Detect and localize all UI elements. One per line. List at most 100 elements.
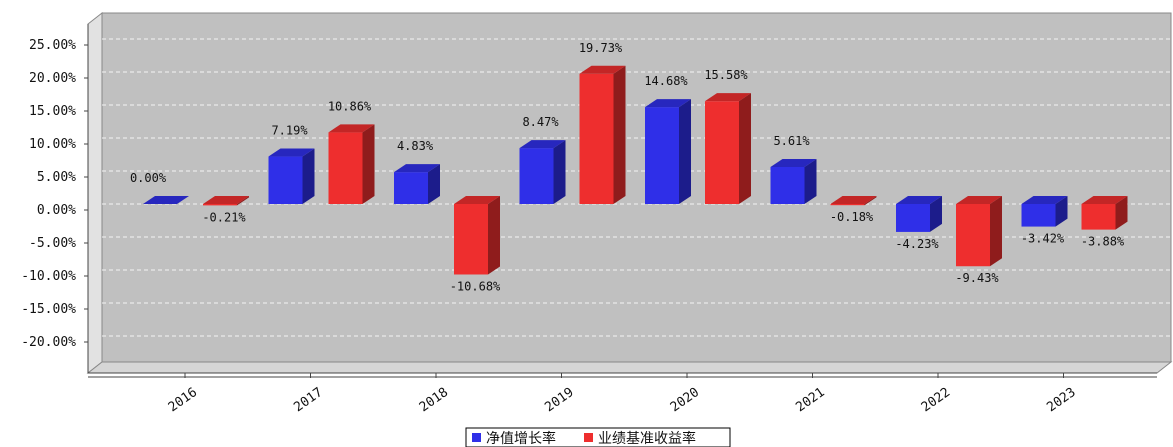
bar-top xyxy=(770,158,817,167)
bar-top xyxy=(394,164,440,173)
bar xyxy=(705,93,751,204)
bar-side xyxy=(864,196,877,206)
bar xyxy=(896,196,942,232)
data-label: -3.42% xyxy=(1021,232,1065,246)
y-tick-label: -15.00% xyxy=(21,302,76,317)
bar-top xyxy=(203,196,249,204)
bar-side xyxy=(930,196,942,232)
bars xyxy=(143,65,1128,275)
x-tick-label: 2018 xyxy=(417,385,451,415)
x-tick-label: 2016 xyxy=(166,385,200,415)
bar-front xyxy=(454,204,488,275)
bar-front xyxy=(896,204,930,232)
plot-side-wall xyxy=(87,11,103,375)
bar xyxy=(579,65,626,204)
bar-front xyxy=(645,107,679,204)
bar-side xyxy=(488,196,500,275)
y-tick-label: -20.00% xyxy=(21,335,76,350)
data-label: 7.19% xyxy=(271,124,308,138)
bar-top xyxy=(830,196,877,204)
y-tick-label: 25.00% xyxy=(29,38,76,53)
bar xyxy=(328,124,375,204)
bar-side xyxy=(739,93,751,204)
data-label: -10.68% xyxy=(450,279,501,293)
bar-top xyxy=(1081,196,1128,204)
data-label: 14.68% xyxy=(644,74,688,88)
x-tick-label: 2020 xyxy=(668,385,702,415)
bar-top xyxy=(645,99,691,108)
bar-front xyxy=(830,204,865,206)
bar xyxy=(268,148,315,204)
bar-top xyxy=(896,196,942,204)
bar-side xyxy=(1115,196,1128,230)
y-tick-label: 15.00% xyxy=(29,104,76,119)
data-label: -0.18% xyxy=(830,210,874,224)
data-label: -4.23% xyxy=(895,237,939,251)
legend: 净值增长率 业绩基准收益率 xyxy=(465,427,731,447)
bar-top xyxy=(956,196,1002,204)
bar-front xyxy=(1021,204,1056,227)
data-labels: 0.00% -0.21% 7.19% 10.86% 4.83% -10.68% 8.47% 1… xyxy=(130,41,1125,294)
bar xyxy=(770,158,817,204)
data-label: 19.73% xyxy=(579,41,623,55)
data-label: 4.83% xyxy=(397,139,434,153)
bar-side xyxy=(990,196,1002,267)
bar-side xyxy=(613,65,626,204)
y-tick-label: -5.00% xyxy=(29,236,76,251)
bar xyxy=(143,196,189,204)
bar-top xyxy=(328,124,375,133)
legend-label-benchmark: 业绩基准收益率 xyxy=(598,430,696,447)
legend-label-nav-growth: 净值增长率 xyxy=(486,430,556,447)
bar-top xyxy=(454,196,500,204)
x-tick-label: 2023 xyxy=(1044,385,1078,415)
plot-floor xyxy=(86,361,1173,374)
plot-area xyxy=(101,12,1172,363)
bar-top xyxy=(1021,196,1068,204)
bar-top xyxy=(579,65,626,74)
data-label: 0.00% xyxy=(130,171,167,185)
x-tick-label: 2022 xyxy=(919,385,953,415)
data-label: 10.86% xyxy=(328,99,372,113)
bar-side xyxy=(237,196,249,206)
bar xyxy=(519,140,566,204)
y-axis: 25.00% 20.00% 15.00% 10.00% 5.00% 0.00% -5.00%… xyxy=(21,24,89,373)
bar-side xyxy=(362,124,375,204)
y-tick-label: 0.00% xyxy=(37,203,76,218)
legend-box xyxy=(465,427,731,447)
bar-side xyxy=(804,158,817,204)
data-label: -9.43% xyxy=(955,271,999,285)
bar-front xyxy=(705,101,739,204)
bar xyxy=(1081,196,1128,230)
bar-front xyxy=(328,132,363,204)
legend-swatch-benchmark xyxy=(584,433,593,442)
y-tick-label: 20.00% xyxy=(29,71,76,86)
bar-side xyxy=(553,140,566,204)
data-label: 15.58% xyxy=(704,68,748,82)
bar xyxy=(956,196,1002,267)
bar-front xyxy=(394,172,428,204)
bar-front xyxy=(519,148,554,204)
x-tick-label: 2019 xyxy=(542,385,576,415)
bar-front xyxy=(956,204,990,267)
data-label: 5.61% xyxy=(773,134,810,148)
legend-swatch-nav-growth xyxy=(472,433,481,442)
bar-front xyxy=(579,73,614,204)
bar-top xyxy=(519,140,566,149)
data-label: -3.88% xyxy=(1081,235,1125,249)
bar xyxy=(454,196,500,275)
data-label: -0.21% xyxy=(202,210,246,224)
bar xyxy=(645,99,691,204)
y-tick-label: 5.00% xyxy=(37,170,76,185)
bar-side xyxy=(428,164,440,204)
y-tick-label: 10.00% xyxy=(29,137,76,152)
bar-top xyxy=(268,148,315,157)
x-tick-label: 2017 xyxy=(291,385,325,415)
x-axis: 2016 2017 2018 2019 2020 2021 2022 2023 xyxy=(88,372,1157,415)
bar-front xyxy=(203,204,237,206)
bar-front xyxy=(268,156,303,204)
bar xyxy=(394,164,440,204)
bar xyxy=(1021,196,1068,227)
bar-front xyxy=(770,166,805,204)
bar-side xyxy=(679,99,691,204)
